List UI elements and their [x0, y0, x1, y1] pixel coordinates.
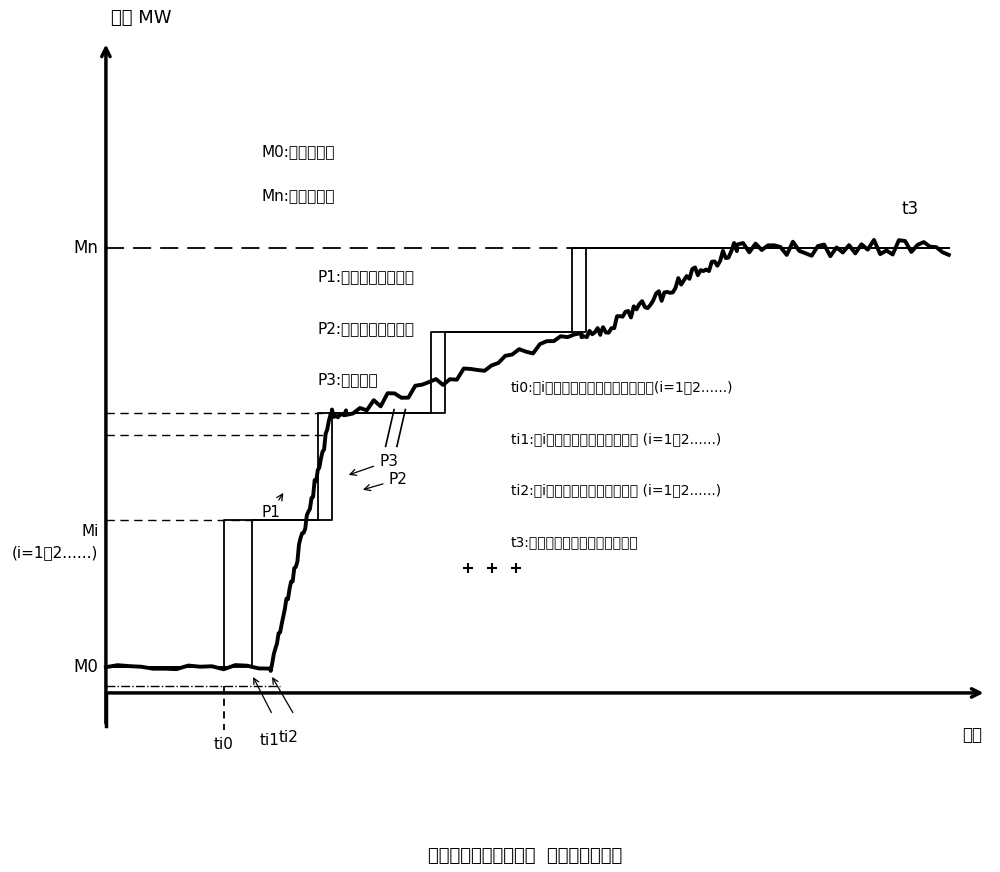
Text: 负荷 MW: 负荷 MW [111, 9, 171, 27]
Text: ti2: ti2 [278, 730, 298, 745]
Text: ti2:第i次实际负荷跃出死区时间 (i=1、2......): ti2:第i次实际负荷跃出死区时间 (i=1、2......) [511, 484, 721, 498]
Text: ti1:第i次实际负荷指令变化时间 (i=1、2......): ti1:第i次实际负荷指令变化时间 (i=1、2......) [511, 432, 721, 446]
Text: t3: t3 [902, 201, 919, 218]
Text: Mi
(i=1、2......): Mi (i=1、2......) [12, 524, 98, 560]
Text: Mn: Mn [74, 239, 98, 256]
Text: P3: P3 [350, 453, 398, 475]
Text: Mn:目标负荷值: Mn:目标负荷值 [261, 188, 335, 204]
Text: P1: P1 [261, 494, 283, 520]
Text: M0:初始负荷值: M0:初始负荷值 [261, 145, 335, 160]
Text: M0: M0 [74, 658, 98, 676]
Text: 自动发电控制随动试验  负荷变化曲线图: 自动发电控制随动试验 负荷变化曲线图 [428, 848, 622, 866]
Text: ti0: ti0 [214, 737, 234, 752]
Text: ti0:第i次自动发电控制指令变化时刻(i=1、2......): ti0:第i次自动发电控制指令变化时刻(i=1、2......) [511, 380, 733, 394]
Text: 时间: 时间 [962, 726, 982, 744]
Text: P2:实际负荷变化指令: P2:实际负荷变化指令 [318, 321, 415, 336]
Text: t3:实际负荷进入目标值死区时刻: t3:实际负荷进入目标值死区时刻 [511, 535, 639, 549]
Text: P2: P2 [364, 472, 407, 491]
Text: P1:自动发电控制指令: P1:自动发电控制指令 [318, 269, 415, 284]
Text: P3:实际负荷: P3:实际负荷 [318, 372, 378, 388]
Text: ti1: ti1 [259, 733, 279, 748]
